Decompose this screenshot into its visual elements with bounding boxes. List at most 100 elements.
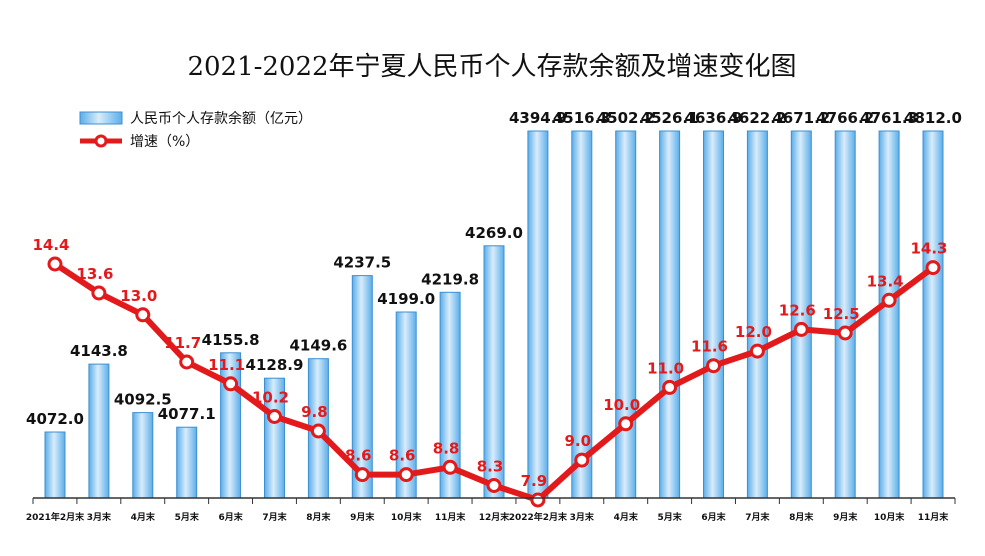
balance-value-label: 4077.1 <box>158 405 216 423</box>
balance-value-label: 4766.2 <box>816 109 874 127</box>
legend-line-label: 增速（%） <box>130 134 199 150</box>
x-axis: 2021年2月末 3月末 4月末 5月末 6月末 7月末 8月末 9月末 10月末 11月末 12月… <box>26 497 956 523</box>
balance-value-label: 4143.8 <box>70 342 128 360</box>
x-tick-label: 4月末 <box>131 511 156 523</box>
growth-rate-point <box>793 321 809 337</box>
growth-rate-point <box>398 467 414 483</box>
balance-value-label: 4149.6 <box>289 337 347 355</box>
growth-rate-label: 8.8 <box>433 439 460 457</box>
balance-value-label: 4812.0 <box>904 109 962 127</box>
x-tick-label: 9月末 <box>350 511 375 523</box>
balance-value-label: 4622.2 <box>728 109 786 127</box>
x-tick-label: 5月末 <box>657 511 682 523</box>
x-tick-label: 3月末 <box>87 511 112 523</box>
growth-rate-label: 13.0 <box>120 287 157 305</box>
growth-rate-point <box>47 256 63 272</box>
x-tick-label: 12月末 <box>479 511 511 523</box>
balance-value-label: 4516.3 <box>553 109 611 127</box>
x-tick-label: 10月末 <box>874 511 906 523</box>
growth-rate-point <box>530 492 546 508</box>
balance-value-label: 4671.2 <box>772 109 830 127</box>
x-tick-label: 6月末 <box>218 511 243 523</box>
balance-bar <box>176 426 198 499</box>
x-tick-label: 4月末 <box>614 511 639 523</box>
growth-rate-point <box>881 292 897 308</box>
balance-value-label: 4269.0 <box>465 224 523 242</box>
x-tick-label: 9月末 <box>833 511 858 523</box>
balance-value-label: 4092.5 <box>114 391 172 409</box>
balance-value-label: 4072.0 <box>26 410 84 428</box>
growth-rate-label: 12.0 <box>735 323 772 341</box>
legend-line-marker <box>94 134 108 148</box>
growth-rate-label: 13.6 <box>76 265 113 283</box>
x-tick-label: 7月末 <box>745 511 770 523</box>
growth-rate-label: 13.4 <box>867 272 904 290</box>
growth-rate-label: 12.5 <box>823 305 860 323</box>
balance-bar <box>922 130 944 499</box>
x-tick-label: 3月末 <box>570 511 595 523</box>
x-tick-label: 8月末 <box>789 511 814 523</box>
x-tick-label: 7月末 <box>262 511 287 523</box>
legend: 人民币个人存款余额（亿元） 增速（%） <box>79 110 312 150</box>
growth-rate-label: 11.6 <box>691 338 728 356</box>
growth-rate-point <box>354 467 370 483</box>
growth-rate-label: 10.2 <box>252 389 289 407</box>
growth-rate-point <box>837 325 853 341</box>
balance-value-label: 4128.9 <box>246 356 304 374</box>
rate-line-layer <box>47 256 941 508</box>
growth-rate-point <box>618 416 634 432</box>
x-tick-label: 5月末 <box>175 511 200 523</box>
balance-bar <box>703 130 724 499</box>
growth-rate-label: 11.7 <box>164 334 201 352</box>
growth-rate-point <box>179 354 195 370</box>
growth-rate-point <box>91 285 107 301</box>
balance-value-label: 4636.9 <box>685 109 743 127</box>
balance-bar <box>615 130 637 499</box>
balance-bar <box>527 130 549 499</box>
balance-bar <box>44 431 66 499</box>
x-tick-label: 2021年2月末 <box>26 511 85 523</box>
growth-rate-point <box>310 423 326 439</box>
x-tick-label: 11月末 <box>435 511 467 523</box>
growth-rate-label: 14.4 <box>32 236 69 254</box>
x-tick-label: 6月末 <box>701 511 726 523</box>
growth-rate-point <box>662 379 678 395</box>
growth-rate-label: 11.0 <box>647 359 684 377</box>
balance-value-label: 4219.8 <box>421 270 479 288</box>
growth-rate-point <box>574 452 590 468</box>
growth-rate-point <box>706 358 721 374</box>
balance-value-label: 4155.8 <box>202 331 260 349</box>
legend-bar-swatch <box>79 111 123 125</box>
growth-rate-label: 8.6 <box>345 447 372 465</box>
balance-value-label: 4526.1 <box>641 109 699 127</box>
growth-rate-point <box>223 376 239 392</box>
growth-rate-label: 11.1 <box>208 356 245 374</box>
growth-rate-point <box>135 307 151 323</box>
balance-bar <box>746 130 768 499</box>
growth-rate-label: 9.8 <box>301 403 328 421</box>
x-tick-label: 10月末 <box>391 511 423 523</box>
balance-bar <box>659 130 681 499</box>
balance-value-label: 4394.9 <box>509 109 567 127</box>
growth-rate-label: 10.0 <box>603 396 640 414</box>
chart-title: 2021-2022年宁夏人民币个人存款余额及增速变化图 <box>187 52 796 82</box>
growth-rate-point <box>749 343 765 359</box>
growth-rate-point <box>486 478 502 493</box>
balance-bar <box>878 130 900 499</box>
balance-bar <box>220 352 242 499</box>
growth-rate-label: 12.6 <box>779 301 816 319</box>
growth-rate-point <box>267 409 282 424</box>
balance-bar <box>132 412 154 499</box>
legend-bar-label: 人民币个人存款余额（亿元） <box>130 110 312 127</box>
growth-rate-label: 9.0 <box>565 432 592 450</box>
growth-rate-label: 8.3 <box>477 458 504 476</box>
balance-value-label: 4761.3 <box>860 109 918 127</box>
growth-rate-point <box>925 260 941 276</box>
growth-rate-label: 8.6 <box>389 447 416 465</box>
x-tick-label: 2022年2月末 <box>509 511 568 523</box>
balance-value-label: 4502.2 <box>597 109 655 127</box>
balance-value-label: 4199.0 <box>377 290 435 308</box>
